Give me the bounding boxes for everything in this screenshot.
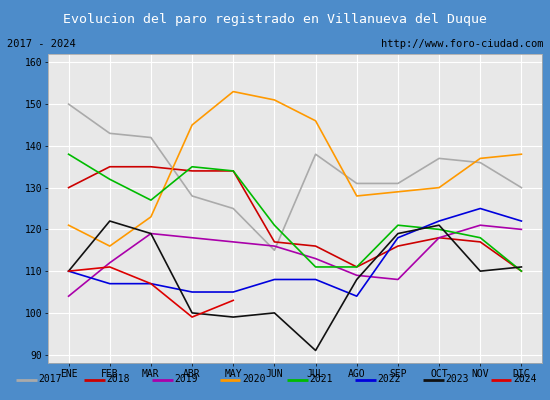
Text: 2020: 2020 [242, 374, 266, 384]
Text: 2019: 2019 [174, 374, 197, 384]
Text: 2021: 2021 [310, 374, 333, 384]
Text: http://www.foro-ciudad.com: http://www.foro-ciudad.com [381, 39, 543, 49]
Text: 2023: 2023 [445, 374, 469, 384]
Text: 2024: 2024 [513, 374, 536, 384]
Text: 2022: 2022 [377, 374, 401, 384]
Text: 2017 - 2024: 2017 - 2024 [7, 39, 75, 49]
Text: Evolucion del paro registrado en Villanueva del Duque: Evolucion del paro registrado en Villanu… [63, 12, 487, 26]
Text: 2018: 2018 [107, 374, 130, 384]
Text: 2017: 2017 [39, 374, 62, 384]
